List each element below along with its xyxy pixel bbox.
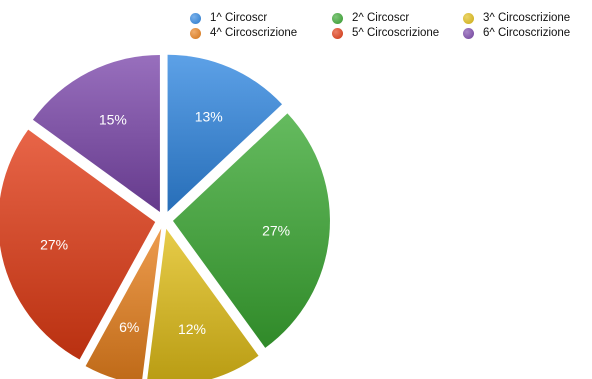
slice-label-3-circoscrizione: 12% (178, 321, 206, 337)
slice-label-6-circoscrizione: 15% (99, 112, 127, 128)
legend-item-4-circoscrizione: 4^ Circoscrizione (190, 26, 332, 40)
legend-swatch (190, 27, 201, 39)
legend: 1^ Circoscr 2^ Circoscr 3^ Circoscrizione 4… (190, 11, 590, 40)
legend-swatch (463, 12, 474, 24)
legend-item-2-circoscr: 2^ Circoscr (332, 11, 463, 25)
legend-swatch (190, 12, 201, 24)
slice-label-4-circoscrizione: 6% (119, 319, 139, 335)
legend-item-6-circoscrizione: 6^ Circoscrizione (463, 26, 590, 40)
legend-label: 3^ Circoscrizione (483, 12, 571, 24)
slice-label-1-circoscr: 13% (195, 109, 223, 125)
legend-label: 5^ Circoscrizione (352, 27, 440, 39)
legend-swatch (332, 12, 343, 24)
pie-slice-2-circoscr (172, 113, 330, 348)
legend-item-3-circoscrizione: 3^ Circoscrizione (463, 11, 590, 25)
pie-slice-4-circoscrizione (85, 228, 162, 379)
legend-label: 2^ Circoscr (352, 12, 410, 24)
pie-slice-3-circoscrizione (147, 228, 259, 379)
legend-item-5-circoscrizione: 5^ Circoscrizione (332, 26, 463, 40)
pie-slice-6-circoscrizione (32, 54, 160, 212)
legend-item-1-circoscr: 1^ Circoscr (190, 11, 332, 25)
legend-label: 6^ Circoscrizione (483, 27, 571, 39)
legend-swatch (332, 27, 343, 39)
pie-slice-1-circoscr (167, 54, 283, 212)
slice-label-5-circoscrizione: 27% (40, 237, 68, 253)
legend-label: 1^ Circoscr (210, 12, 268, 24)
pie-slice-5-circoscrizione (0, 129, 156, 360)
slice-label-2-circoscr: 27% (262, 223, 290, 239)
legend-label: 4^ Circoscrizione (210, 27, 298, 39)
legend-swatch (463, 27, 474, 39)
